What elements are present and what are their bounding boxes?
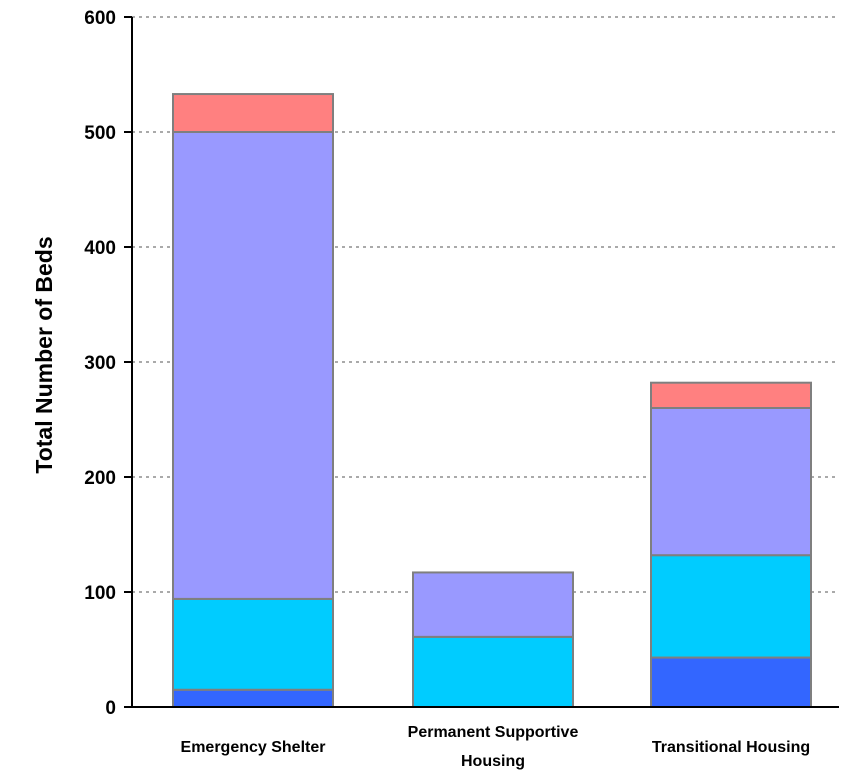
bar-segment [172,597,334,691]
y-tick-label: 500 [84,123,116,144]
y-tick-label: 200 [84,468,116,489]
bar-segment [650,554,812,659]
x-tick-label: Transitional Housing [652,739,810,756]
y-tick-label: 600 [84,8,116,29]
x-tick-label: Housing [461,753,525,770]
y-tick-label: 0 [105,698,116,719]
bars [172,93,812,708]
bar-segment [650,407,812,557]
bar-segment [650,381,812,410]
bar-segment [172,93,334,134]
bar-segment [172,688,334,708]
y-tick-label: 100 [84,583,116,604]
x-tick-label: Emergency Shelter [181,739,326,756]
x-tick-label: Permanent Supportive [408,724,579,741]
bar-segment [172,131,334,600]
bar-segment [412,571,574,638]
bar-segment [412,635,574,708]
y-tick-label: 400 [84,238,116,259]
bar-segment [650,656,812,708]
x-tick-labels: Emergency Shelter Permanent Supportive Hou… [181,724,811,770]
y-tick-label: 300 [84,353,116,374]
axes [131,17,839,708]
y-axis-title: Total Number of Beds [31,236,57,473]
y-tick-labels: 0 100 200 300 400 500 600 [84,8,116,719]
